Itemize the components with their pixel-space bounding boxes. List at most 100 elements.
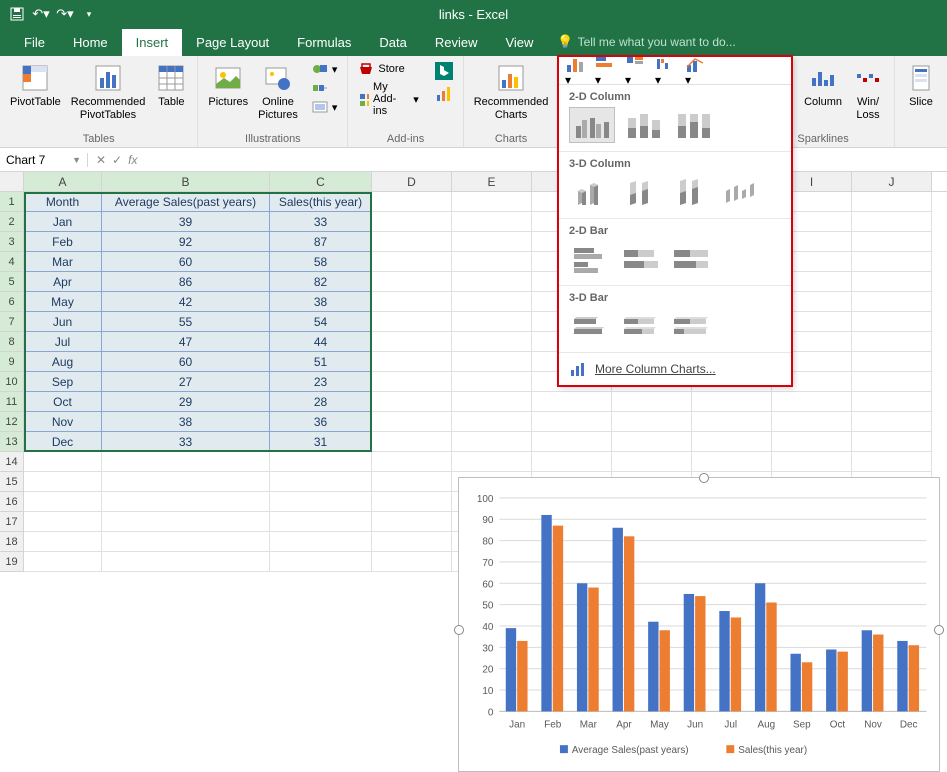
cell[interactable] (372, 412, 452, 432)
cell[interactable]: 33 (270, 212, 372, 232)
cell[interactable] (452, 412, 532, 432)
cell[interactable] (452, 432, 532, 452)
cell[interactable]: 27 (102, 372, 270, 392)
row-header[interactable]: 12 (0, 412, 24, 432)
stacked-column-option[interactable] (619, 107, 665, 143)
cell[interactable]: Dec (24, 432, 102, 452)
cell[interactable] (372, 552, 452, 572)
cell[interactable] (612, 412, 692, 432)
tab-file[interactable]: File (10, 29, 59, 56)
cell[interactable] (612, 452, 692, 472)
recommended-charts-button[interactable]: Recommended Charts (470, 60, 553, 124)
people-graph-button[interactable] (431, 83, 457, 105)
smartart-button[interactable] (308, 79, 342, 97)
row-header[interactable]: 6 (0, 292, 24, 312)
save-button[interactable] (6, 3, 28, 25)
column-chart-icon[interactable]: ▾ (565, 55, 585, 87)
cell[interactable] (852, 392, 932, 412)
column-header[interactable]: E (452, 172, 532, 191)
sparkline-column-button[interactable]: Column (800, 60, 846, 124)
row-header[interactable]: 3 (0, 232, 24, 252)
cell[interactable] (452, 252, 532, 272)
cell[interactable] (372, 372, 452, 392)
cell[interactable] (532, 392, 612, 412)
row-header[interactable]: 4 (0, 252, 24, 272)
slicer-button[interactable]: Slice (901, 60, 941, 111)
cell[interactable]: Average Sales(past years) (102, 192, 270, 212)
cell[interactable]: Mar (24, 252, 102, 272)
cell[interactable] (852, 292, 932, 312)
row-header[interactable]: 18 (0, 532, 24, 552)
row-header[interactable]: 9 (0, 352, 24, 372)
row-header[interactable]: 7 (0, 312, 24, 332)
stacked100-bar-option[interactable] (669, 241, 715, 277)
sparkline-winloss-button[interactable]: Win/ Loss (848, 60, 888, 124)
bar-chart-icon[interactable]: ▾ (595, 55, 615, 87)
3d-clustered-column-option[interactable] (569, 174, 615, 210)
pictures-button[interactable]: Pictures (204, 60, 252, 124)
cell[interactable] (852, 352, 932, 372)
cell[interactable]: 54 (270, 312, 372, 332)
3d-stacked-bar-option[interactable] (619, 308, 665, 344)
cell[interactable] (372, 312, 452, 332)
row-header[interactable]: 11 (0, 392, 24, 412)
cell[interactable] (852, 192, 932, 212)
cell[interactable]: May (24, 292, 102, 312)
column-header[interactable]: C (270, 172, 372, 191)
cell[interactable]: 86 (102, 272, 270, 292)
cell[interactable] (102, 512, 270, 532)
3d-stacked100-column-option[interactable] (669, 174, 715, 210)
cell[interactable] (852, 412, 932, 432)
cell[interactable]: 38 (270, 292, 372, 312)
cell[interactable] (452, 192, 532, 212)
cell[interactable]: 82 (270, 272, 372, 292)
cell[interactable] (270, 512, 372, 532)
cell[interactable] (692, 412, 772, 432)
cell[interactable]: 31 (270, 432, 372, 452)
cell[interactable]: Sales(this year) (270, 192, 372, 212)
cell[interactable]: 42 (102, 292, 270, 312)
3d-stacked-column-option[interactable] (619, 174, 665, 210)
cell[interactable] (372, 492, 452, 512)
clustered-column-option[interactable] (569, 107, 615, 143)
cell[interactable]: Apr (24, 272, 102, 292)
column-header[interactable]: D (372, 172, 452, 191)
tab-data[interactable]: Data (365, 29, 420, 56)
cell[interactable] (24, 452, 102, 472)
cell[interactable]: 33 (102, 432, 270, 452)
qat-customize-button[interactable]: ▾ (78, 3, 100, 25)
cell[interactable] (372, 452, 452, 472)
waterfall-chart-icon[interactable]: ▾ (655, 55, 675, 87)
cell[interactable] (852, 232, 932, 252)
cell[interactable]: 92 (102, 232, 270, 252)
column-header[interactable]: B (102, 172, 270, 191)
cell[interactable] (372, 352, 452, 372)
row-header[interactable]: 13 (0, 432, 24, 452)
cancel-icon[interactable]: ✕ (96, 153, 106, 167)
cell[interactable] (692, 432, 772, 452)
cell[interactable] (452, 292, 532, 312)
store-button[interactable]: Store (354, 60, 422, 78)
combo-chart-icon[interactable]: ▾ (685, 55, 705, 87)
cell[interactable]: Sep (24, 372, 102, 392)
cell[interactable] (270, 552, 372, 572)
3d-column-option[interactable] (719, 174, 765, 210)
cell[interactable] (852, 212, 932, 232)
cell[interactable] (852, 312, 932, 332)
stacked-bar-option[interactable] (619, 241, 665, 277)
cell[interactable]: Jan (24, 212, 102, 232)
cell[interactable] (372, 192, 452, 212)
cell[interactable] (270, 492, 372, 512)
my-addins-button[interactable]: My Add-ins ▾ (354, 79, 422, 119)
stacked100-column-option[interactable] (669, 107, 715, 143)
row-header[interactable]: 2 (0, 212, 24, 232)
cell[interactable] (772, 432, 852, 452)
cell[interactable] (102, 532, 270, 552)
cell[interactable] (452, 332, 532, 352)
tab-home[interactable]: Home (59, 29, 122, 56)
cell[interactable] (452, 232, 532, 252)
cell[interactable] (852, 432, 932, 452)
cell[interactable]: 44 (270, 332, 372, 352)
cell[interactable] (102, 452, 270, 472)
recommended-pivottables-button[interactable]: Recommended PivotTables (67, 60, 150, 124)
